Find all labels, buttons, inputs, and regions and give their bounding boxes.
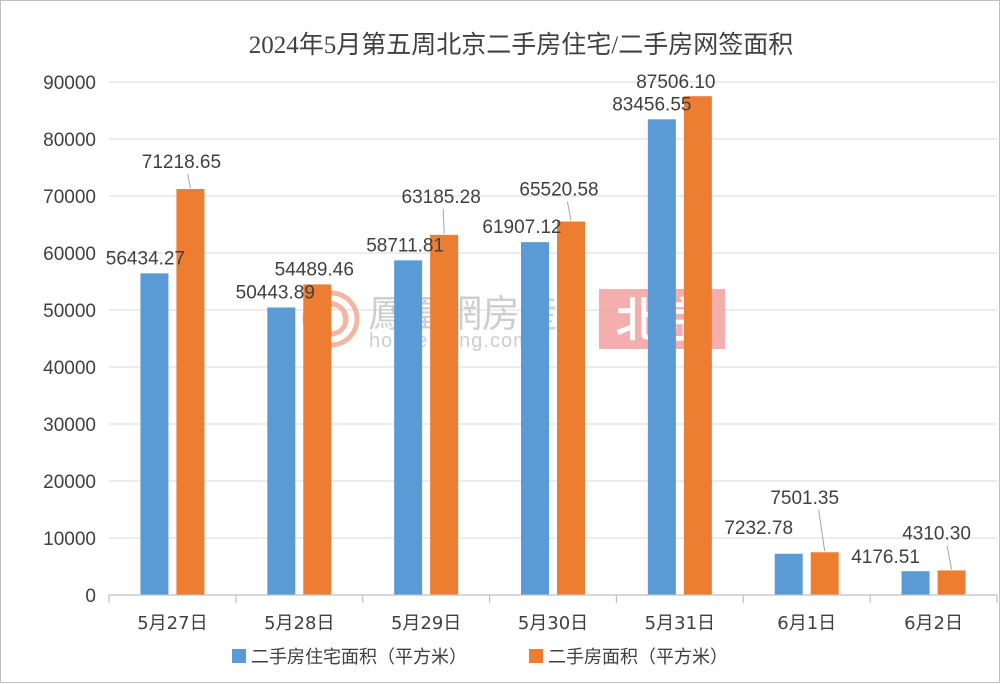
- bar-total: [937, 570, 966, 595]
- data-label-residential: 61907.12: [482, 217, 561, 238]
- bar-residential: [140, 273, 169, 595]
- bar-total: [176, 189, 205, 595]
- bar-total: [683, 96, 712, 595]
- data-label-total: 54489.46: [275, 259, 354, 280]
- bar-total: [810, 552, 839, 595]
- data-label-residential: 50443.89: [236, 282, 315, 303]
- y-tick-label: 90000: [43, 73, 96, 94]
- x-category-label: 5月28日: [264, 613, 334, 634]
- bar-residential: [521, 242, 549, 596]
- bar-residential: [647, 119, 676, 595]
- data-label-total: 63185.28: [402, 187, 481, 208]
- bar-total: [557, 221, 585, 595]
- x-category-label: 5月29日: [391, 613, 461, 634]
- legend: 二手房住宅面积（平方米） 二手房面积（平方米）: [232, 647, 728, 668]
- data-label-total: 7501.35: [770, 488, 839, 509]
- data-label-residential: 4176.51: [851, 547, 920, 568]
- legend-swatch-residential: [232, 649, 246, 663]
- legend-item-total: 二手房面积（平方米）: [529, 647, 728, 668]
- label-leader-line: [442, 208, 445, 234]
- gridlines: [109, 81, 997, 539]
- bar-residential: [394, 260, 423, 595]
- bar-residential: [901, 571, 930, 595]
- x-category-label: 5月27日: [137, 613, 207, 634]
- y-tick-label: 10000: [43, 529, 96, 550]
- data-label-residential: 56434.27: [106, 248, 185, 269]
- x-category-label: 6月1日: [777, 613, 836, 634]
- bar-total: [303, 284, 332, 595]
- y-tick-label: 60000: [43, 244, 96, 265]
- label-leader-line: [946, 545, 953, 570]
- bar-residential: [267, 307, 296, 595]
- y-axis-ticks: 0 10000 20000 30000 40000 50000 60000 70000 8000…: [43, 73, 96, 607]
- y-tick-label: 30000: [43, 415, 96, 436]
- data-label-residential: 58711.81: [366, 235, 444, 256]
- label-leader-line: [566, 201, 572, 221]
- x-category-label: 5月30日: [518, 613, 588, 634]
- legend-swatch-total: [529, 649, 543, 663]
- legend-label-total: 二手房面积（平方米）: [548, 647, 728, 668]
- label-leader-lines: [187, 173, 953, 570]
- legend-item-residential: 二手房住宅面积（平方米）: [232, 647, 467, 668]
- bar-residential: [774, 553, 803, 595]
- y-tick-label: 0: [85, 586, 96, 607]
- y-tick-label: 50000: [43, 301, 96, 322]
- data-label-residential: 83456.55: [612, 94, 691, 115]
- legend-label-residential: 二手房住宅面积（平方米）: [251, 647, 467, 668]
- bar-total: [430, 234, 459, 595]
- data-label-total: 4310.30: [902, 523, 971, 544]
- y-tick-label: 70000: [43, 187, 96, 208]
- data-label-total: 87506.10: [636, 72, 715, 93]
- label-leader-line: [818, 510, 826, 552]
- data-label-total: 65520.58: [519, 180, 598, 201]
- y-tick-label: 80000: [43, 130, 96, 151]
- x-category-label: 6月2日: [904, 613, 963, 634]
- y-tick-label: 40000: [43, 358, 96, 379]
- x-category-label: 5月31日: [645, 613, 715, 634]
- data-label-residential: 7232.78: [724, 518, 793, 539]
- data-label-total: 71218.65: [142, 152, 221, 173]
- x-axis: [108, 594, 998, 603]
- bar-series: [140, 96, 966, 596]
- category-labels: 5月27日 5月28日 5月29日 5月30日 5月31日 6月1日 6月2日: [137, 613, 963, 634]
- y-tick-label: 20000: [43, 472, 96, 493]
- label-leader-line: [187, 173, 191, 189]
- chart-title: 2024年5月第五周北京二手房住宅/二手房网签面积: [249, 31, 793, 59]
